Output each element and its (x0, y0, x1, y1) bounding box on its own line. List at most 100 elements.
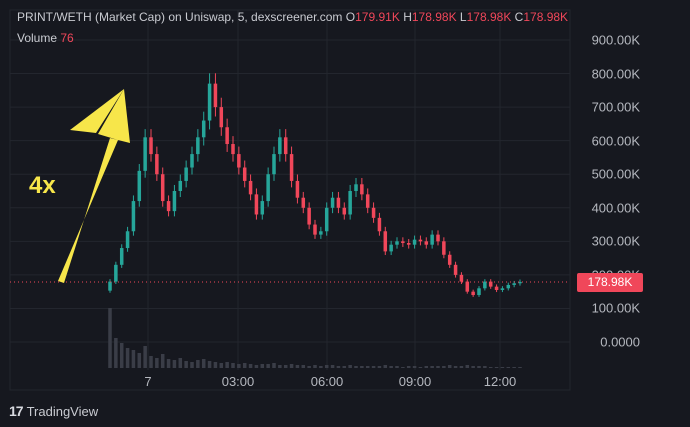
volume-bar (190, 362, 194, 368)
volume-bar (506, 367, 511, 368)
candle-body (471, 291, 475, 296)
volume-bar (272, 363, 276, 368)
candle-body (125, 231, 130, 249)
candle-body (500, 288, 505, 290)
volume-bar (289, 364, 294, 368)
candle-body (401, 241, 405, 244)
volume-bar (336, 366, 341, 368)
volume-bar (453, 366, 458, 368)
x-tick-label: 06:00 (310, 374, 344, 389)
y-tick-label: 400.00K (591, 200, 640, 216)
candle-body (272, 154, 276, 175)
volume-bar (424, 366, 429, 368)
volume-bar (354, 366, 358, 368)
candle-body (242, 167, 247, 181)
candle-body (278, 137, 282, 155)
candle-body (213, 83, 218, 108)
candle-body (289, 154, 294, 181)
volume-bar (137, 353, 142, 368)
candle-body (342, 207, 347, 215)
candle-body (248, 180, 253, 195)
chart-header: PRINT/WETH (Market Cap) on Uniswap, 5, d… (17, 10, 568, 24)
tradingview-logo[interactable]: 17 TradingView (9, 403, 98, 419)
volume-bar (377, 366, 382, 368)
volume-bar (488, 367, 493, 368)
volume-bar (418, 367, 423, 368)
ohlc-open: O179.91K (345, 10, 400, 24)
volume-bar (278, 365, 282, 368)
volume-bar (459, 366, 464, 368)
volume-bar (319, 366, 323, 368)
candle-body (512, 283, 516, 285)
volume-bar (389, 366, 393, 368)
volume-bar (108, 308, 112, 368)
volume-bar (295, 365, 300, 368)
candle-body (319, 231, 323, 235)
volume-bar (360, 366, 364, 368)
candle-body (283, 137, 288, 155)
x-tick-label: 12:00 (483, 374, 517, 389)
y-tick-label: 900.00K (591, 32, 640, 48)
candle-body (447, 254, 452, 265)
candle-body (313, 224, 317, 235)
volume-bar (401, 367, 405, 368)
volume-bar (324, 365, 329, 368)
volume-bar (125, 348, 130, 368)
candle-body (207, 83, 212, 121)
candle-body (172, 191, 177, 212)
candle-body (506, 284, 511, 289)
candle-body (336, 197, 341, 208)
candle-body (389, 244, 393, 252)
candle-body (155, 154, 159, 175)
last-price-tag: 178.98K (577, 273, 643, 292)
candle-body (354, 184, 358, 191)
y-tick-label: 100.00K (591, 300, 640, 316)
volume-bar (307, 366, 311, 368)
volume-bar (143, 346, 147, 368)
volume-bar (313, 365, 317, 368)
volume-bar (301, 365, 306, 368)
candle-body (160, 174, 165, 202)
volume-bar (436, 366, 440, 368)
volume-bar (260, 364, 265, 368)
ohlc-close: C178.98K (514, 10, 569, 24)
candle-body (395, 241, 399, 245)
candle-body (237, 154, 241, 168)
candle-body (301, 197, 306, 208)
candle-body (465, 281, 470, 292)
candle-body (430, 234, 434, 245)
candle-body (266, 174, 270, 202)
candle-body (477, 288, 481, 296)
volume-bar (131, 350, 136, 368)
volume-bar (483, 366, 487, 368)
volume-bar (395, 366, 399, 368)
volume-bar (518, 367, 522, 368)
volume-bar (348, 365, 352, 368)
volume-bar (477, 366, 481, 368)
candle-body (348, 191, 352, 215)
volume-bar (383, 365, 388, 368)
candle-body (108, 281, 112, 291)
candle-body (307, 207, 311, 225)
candle-body (442, 241, 446, 255)
annotation-arrow-head (70, 89, 124, 133)
symbol-title: PRINT/WETH (Market Cap) on Uniswap, 5, d… (17, 10, 343, 24)
ohlc-high: H178.98K (403, 10, 457, 24)
volume-bar (219, 363, 224, 368)
volume-bar (114, 338, 118, 368)
volume-bar (254, 365, 259, 368)
annotation-4x-label: 4x (29, 172, 56, 199)
volume-bar (225, 362, 229, 368)
volume-bar (248, 364, 253, 368)
candle-body (436, 234, 440, 242)
volume-bar (166, 359, 171, 368)
candle-body (418, 239, 423, 242)
candle-body (483, 281, 487, 289)
candle-body (225, 127, 229, 145)
volume-bar (406, 366, 411, 368)
candle-body (365, 194, 370, 208)
x-tick-label: 7 (144, 374, 152, 389)
candle-body (295, 180, 300, 198)
